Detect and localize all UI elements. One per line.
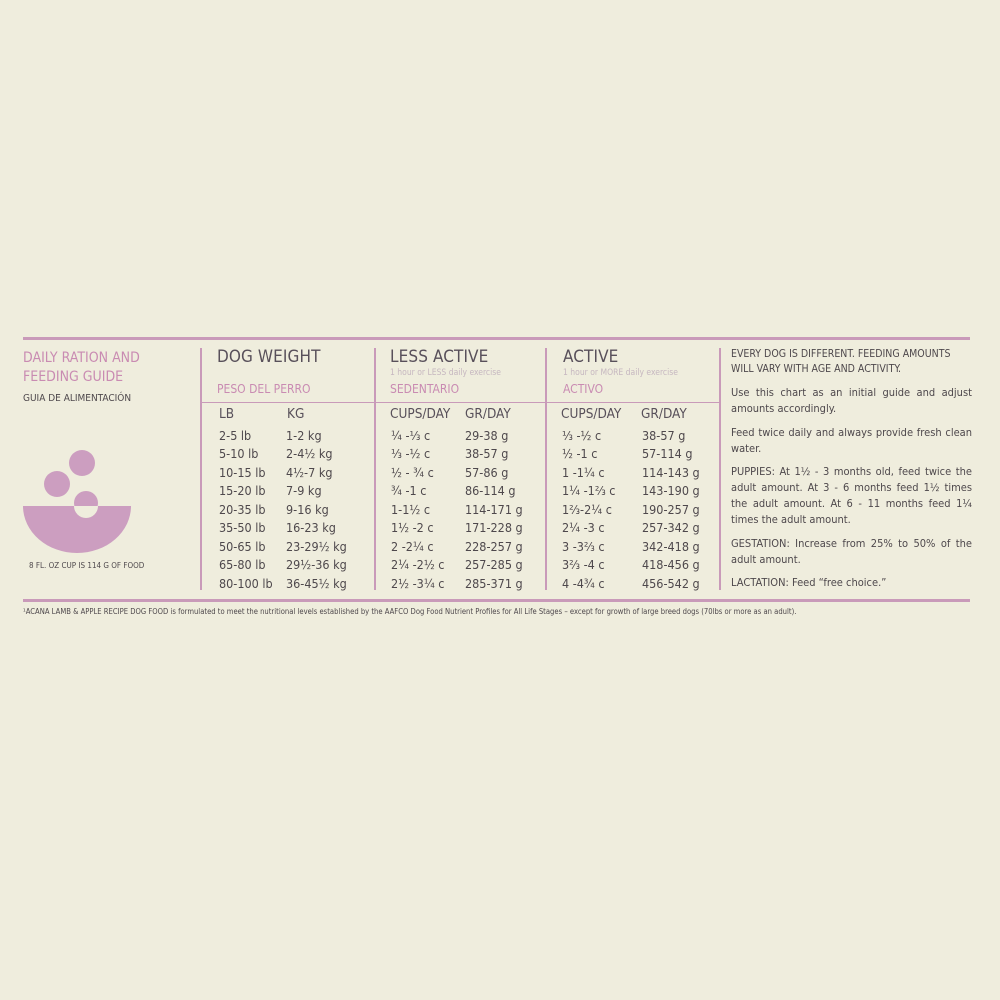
dog-weight-title: DOG WEIGHT [217,347,321,367]
less-active-note: 1 hour or LESS daily exercise [390,368,501,378]
divider-3 [545,348,547,590]
cell-less-gr: 114-171 g [465,502,523,517]
cell-less-gr: 38-57 g [465,446,509,461]
cell-less-cups: 1½ -2 c [391,520,434,535]
cell-kg: 29½-36 kg [286,557,347,572]
cell-lb: 80-100 lb [219,576,273,591]
cell-kg: 23-29½ kg [286,539,347,554]
active-title: ACTIVE [563,347,619,367]
cell-less-cups: 2½ -3¼ c [391,576,445,591]
cell-active-cups: ⅓ -½ c [562,428,602,443]
top-rule [23,337,970,340]
col-kg: KG [287,406,305,422]
notes-puppies: PUPPIES: At 1½ - 3 months old, feed twic… [731,465,972,526]
divider-1 [200,348,202,590]
notes-p1: Use this chart as an initial guide and a… [731,386,972,415]
cell-less-cups: ¾ -1 c [391,483,427,498]
food-bowl-icon [23,450,131,553]
cell-less-gr: 171-228 g [465,520,523,535]
cell-less-cups: ⅓ -½ c [391,446,431,461]
cell-less-cups: 1-1½ c [391,502,431,517]
divider-2 [374,348,376,590]
header-rule [202,402,719,403]
footnote: ¹ACANA LAMB & APPLE RECIPE DOG FOOD is f… [23,607,797,616]
cell-lb: 65-80 lb [219,557,266,572]
guide-title-line1: DAILY RATION AND [23,350,140,366]
dog-weight-spanish: PESO DEL PERRO [217,382,311,396]
cell-kg: 16-23 kg [286,520,336,535]
cell-lb: 35-50 lb [219,520,266,535]
cell-kg: 2-4½ kg [286,446,333,461]
active-note: 1 hour or MORE daily exercise [563,368,678,378]
guide-title-line2: FEEDING GUIDE [23,369,124,385]
cell-active-gr: 38-57 g [642,428,686,443]
cell-active-gr: 456-542 g [642,576,700,591]
cell-active-cups: 1⅔-2¼ c [562,502,612,517]
cell-less-gr: 228-257 g [465,539,523,554]
cell-less-cups: 2¼ -2½ c [391,557,445,572]
cell-active-cups: 3⅔ -4 c [562,557,605,572]
cell-active-cups: 3 -3⅔ c [562,539,605,554]
col-less-gr: GR/DAY [465,406,511,422]
cell-kg: 9-16 kg [286,502,329,517]
cell-active-gr: 143-190 g [642,483,700,498]
cell-active-cups: 1 -1¼ c [562,465,605,480]
cup-note: 8 FL. OZ CUP IS 114 G OF FOOD [29,561,145,570]
cell-active-cups: 1¼ -1⅔ c [562,483,616,498]
cell-less-cups: ½ - ¾ c [391,465,434,480]
cell-lb: 5-10 lb [219,446,259,461]
active-spanish: ACTIVO [563,382,604,396]
cell-active-gr: 257-342 g [642,520,700,535]
cell-lb: 15-20 lb [219,483,266,498]
cell-kg: 1-2 kg [286,428,322,443]
bottom-rule [23,599,970,602]
cell-less-gr: 86-114 g [465,483,516,498]
cell-active-gr: 418-456 g [642,557,700,572]
notes-gestation: GESTATION: Increase from 25% to 50% of t… [731,537,972,566]
cell-active-cups: 2¼ -3 c [562,520,605,535]
col-active-cups: CUPS/DAY [561,406,622,422]
cell-less-gr: 257-285 g [465,557,523,572]
less-active-spanish: SEDENTARIO [390,382,460,396]
guide-subtitle: GUIA DE ALIMENTACIÓN [23,393,132,404]
cell-lb: 20-35 lb [219,502,266,517]
cell-kg: 4½-7 kg [286,465,333,480]
notes-lactation: LACTATION: Feed “free choice.” [731,576,887,589]
cell-lb: 10-15 lb [219,465,266,480]
notes-p2: Feed twice daily and always provide fres… [731,426,972,455]
cell-active-gr: 57-114 g [642,446,693,461]
cell-kg: 36-45½ kg [286,576,347,591]
col-active-gr: GR/DAY [641,406,687,422]
cell-active-cups: 4 -4¾ c [562,576,605,591]
cell-less-cups: 2 -2¼ c [391,539,434,554]
col-less-cups: CUPS/DAY [390,406,451,422]
cell-kg: 7-9 kg [286,483,322,498]
cell-active-cups: ½ -1 c [562,446,598,461]
cell-less-gr: 29-38 g [465,428,509,443]
cell-lb: 2-5 lb [219,428,252,443]
cell-active-gr: 190-257 g [642,502,700,517]
cell-less-cups: ¼ -⅓ c [391,428,431,443]
less-active-title: LESS ACTIVE [390,347,489,367]
cell-less-gr: 285-371 g [465,576,523,591]
cell-lb: 50-65 lb [219,539,266,554]
cell-less-gr: 57-86 g [465,465,509,480]
notes-heading: EVERY DOG IS DIFFERENT. FEEDING AMOUNTS … [731,348,951,375]
cell-active-gr: 114-143 g [642,465,700,480]
divider-4 [719,348,721,590]
cell-active-gr: 342-418 g [642,539,700,554]
col-lb: LB [219,406,235,422]
